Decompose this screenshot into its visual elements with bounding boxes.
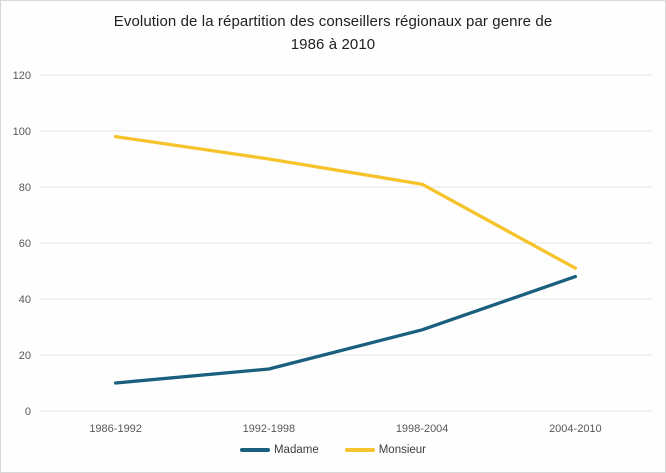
chart-title-line2: 1986 à 2010 — [290, 35, 376, 53]
chart-title-line1: Evolution de la répartition des conseill… — [113, 13, 553, 30]
svg-text:1998-2004: 1998-2004 — [396, 423, 449, 435]
svg-text:1992-1998: 1992-1998 — [243, 423, 296, 435]
legend-item-monsieur: Monsieur — [344, 444, 427, 456]
legend-label-madame: Madame — [273, 444, 319, 456]
legend-label-monsieur: Monsieur — [378, 444, 427, 456]
legend-item-madame: Madame — [239, 444, 319, 456]
chart-legend: Madame Monsieur — [1, 444, 665, 456]
svg-text:40: 40 — [19, 294, 31, 306]
svg-text:2004-2010: 2004-2010 — [549, 423, 602, 435]
svg-text:80: 80 — [19, 182, 31, 194]
svg-text:20: 20 — [19, 350, 31, 362]
svg-text:60: 60 — [19, 238, 31, 250]
svg-text:100: 100 — [13, 126, 31, 138]
monsieur-line-swatch-icon — [344, 448, 375, 452]
svg-text:0: 0 — [25, 406, 31, 418]
chart-title: Evolution de la répartition des conseill… — [1, 11, 665, 56]
svg-text:120: 120 — [13, 70, 31, 82]
madame-line-swatch-icon — [239, 448, 270, 452]
svg-text:1986-1992: 1986-1992 — [89, 423, 142, 435]
